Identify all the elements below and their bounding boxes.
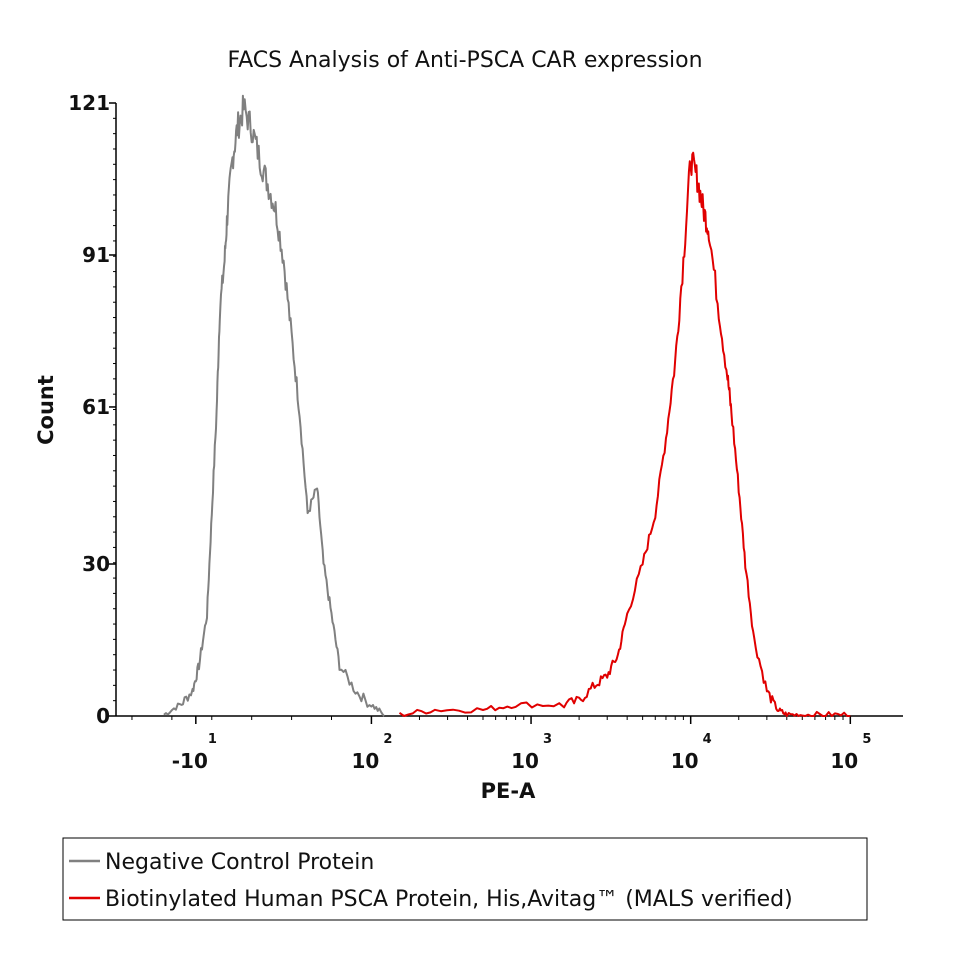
x-tick-exponent: 1: [208, 732, 217, 747]
minor-ticks: [113, 117, 844, 720]
x-tick-exponent: 3: [543, 732, 552, 747]
histogram-series: [163, 94, 851, 717]
series-line-2: [398, 151, 851, 717]
y-axis-label: Count: [34, 375, 58, 445]
x-tick-base: 10: [830, 749, 858, 773]
legend-box: [62, 837, 868, 921]
legend-entry: Negative Control Protein: [69, 850, 374, 875]
plot-axes: [115, 103, 903, 717]
x-tick-exponent: 4: [703, 732, 712, 747]
x-tick-exponent: 5: [862, 732, 871, 747]
x-tick-base: 10: [671, 749, 699, 773]
x-tick-label: 10 3: [511, 732, 552, 773]
x-axis-label: PE-A: [481, 779, 536, 803]
legend-label: Biotinylated Human PSCA Protein, His,Avi…: [105, 887, 793, 912]
x-tick-base: 10: [351, 749, 379, 773]
x-tick-label: 10 4: [671, 732, 712, 773]
y-tick-label: 0: [96, 704, 110, 728]
x-tick-base: -10: [172, 749, 208, 773]
x-tick-label: 10 5: [830, 732, 871, 773]
legend: Negative Control Protein Biotinylated Hum…: [62, 837, 868, 921]
legend-label: Negative Control Protein: [105, 850, 374, 875]
y-axis-ticks: 0 30 61 91 121: [68, 91, 116, 728]
y-tick-label: 30: [82, 552, 110, 576]
x-axis-ticks: -101 10 2 10 3 10 4 10 5: [172, 716, 871, 773]
series-line-1: [163, 94, 385, 717]
x-tick-label: 10 2: [351, 732, 392, 773]
x-tick-label: -101: [172, 732, 217, 773]
legend-entries: Negative Control Protein Biotinylated Hum…: [69, 850, 793, 912]
legend-entry: Biotinylated Human PSCA Protein, His,Avi…: [69, 887, 793, 912]
y-tick-label: 121: [68, 91, 110, 115]
x-tick-exponent: 2: [383, 732, 392, 747]
y-tick-label: 91: [82, 243, 110, 267]
chart-title: FACS Analysis of Anti-PSCA CAR expressio…: [227, 48, 702, 73]
x-tick-base: 10: [511, 749, 539, 773]
y-tick-label: 61: [82, 395, 110, 419]
